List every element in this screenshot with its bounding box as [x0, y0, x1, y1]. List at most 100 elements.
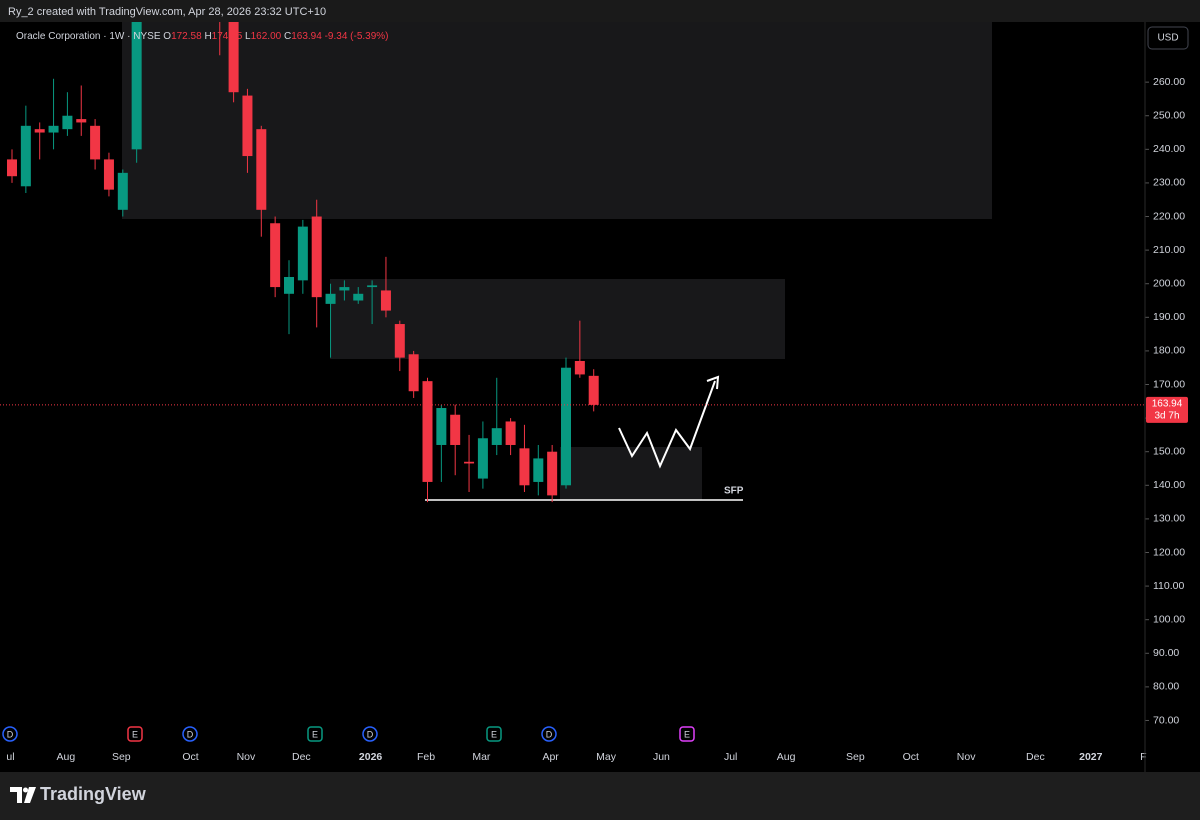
y-tick-label: 110.00 [1153, 580, 1184, 592]
drawings: SFP [122, 22, 992, 501]
x-tick-label: 2027 [1079, 751, 1103, 763]
logo-mark [24, 787, 36, 803]
candle-body [436, 408, 447, 445]
legend: Oracle Corporation · 1W · NYSE O172.58 H… [16, 31, 389, 42]
candle-body [561, 367, 571, 486]
y-tick-label: 80.00 [1153, 681, 1179, 693]
legend-value: 174.55 [212, 31, 243, 42]
y-tick-label: 130.00 [1153, 513, 1185, 525]
y-tick-label: 260.00 [1153, 76, 1185, 88]
legend-key: L [245, 31, 251, 42]
candle-body [325, 293, 336, 304]
price-tag [1146, 396, 1188, 423]
x-tick-label: Mar [472, 751, 491, 763]
x-tick-label: Nov [237, 751, 256, 763]
candle-body [90, 125, 101, 160]
currency-label[interactable]: USD [1157, 33, 1178, 44]
candle-body [491, 428, 502, 445]
candle-body [76, 119, 87, 123]
candle-body [48, 125, 59, 133]
legend-value: 162.00 [251, 31, 282, 42]
candles [7, 22, 599, 503]
candle-body [533, 458, 544, 482]
y-tick-label: 70.00 [1153, 714, 1179, 726]
y-tick-label: 120.00 [1153, 546, 1185, 558]
header-text: Ry_2 created with TradingView.com, Apr 2… [8, 6, 326, 18]
x-tick-label: Feb [417, 751, 435, 763]
candle-body [588, 375, 599, 405]
footer-brand: TradingView [40, 784, 147, 804]
candle-body [62, 115, 73, 130]
event-label: D [367, 729, 374, 739]
zone [122, 22, 992, 219]
candle-body [284, 276, 294, 294]
event-label: E [312, 729, 318, 739]
arrow-head [706, 375, 720, 390]
x-tick-label: Sep [112, 751, 131, 763]
logo-mark [23, 787, 28, 793]
x-tick-label: Jun [653, 751, 670, 763]
y-tick-label: 150.00 [1153, 445, 1185, 457]
x-tick-label: ul [6, 751, 14, 763]
candle-body [131, 22, 142, 150]
event-marker[interactable] [362, 726, 378, 742]
candle-body [477, 438, 488, 479]
x-tick-label: Oct [903, 751, 919, 763]
candle-body [228, 22, 239, 93]
candle-body [367, 285, 378, 288]
y-tick-label: 170.00 [1153, 378, 1185, 390]
event-label: E [491, 729, 497, 739]
x-tick-label: Apr [542, 751, 559, 763]
candle-body [380, 290, 391, 311]
top-bar [0, 0, 1200, 22]
candle-body [297, 226, 308, 281]
candle-body [422, 381, 433, 482]
event-marker[interactable] [182, 726, 198, 742]
logo [10, 787, 36, 803]
candle-body [464, 461, 475, 464]
projection-arrow [618, 380, 716, 469]
y-tick-label: 100.00 [1153, 613, 1185, 625]
event-marker[interactable] [2, 726, 18, 742]
y-tick-label: 90.00 [1153, 647, 1179, 659]
currency-button[interactable] [1147, 26, 1189, 50]
y-tick-label: 240.00 [1153, 143, 1185, 155]
event-marker[interactable] [486, 726, 502, 742]
event-marker[interactable] [127, 726, 143, 742]
x-axis: ul Aug Sep Oct Nov Dec 2026 Feb Mar Apr May Jun Jul A… [6, 751, 1152, 763]
event-marker[interactable] [679, 726, 695, 742]
candle-body [505, 421, 516, 445]
events: D E D E D E D E [2, 726, 695, 742]
price-tag-value: 163.94 [1152, 399, 1183, 410]
x-tick-label: May [596, 751, 617, 763]
event-label: D [546, 729, 553, 739]
y-tick-label: 140.00 [1153, 479, 1185, 491]
candle-body [353, 293, 364, 301]
candle-body [408, 354, 419, 392]
y-tick-label: 230.00 [1153, 177, 1185, 189]
x-tick-label: Aug [777, 751, 796, 763]
x-tick-label: Jul [724, 751, 737, 763]
candle-body [547, 451, 558, 496]
candle-body [450, 414, 461, 445]
legend-value: 163.94 [291, 31, 322, 42]
x-tick-label: Aug [57, 751, 76, 763]
y-tick-label: 190.00 [1153, 311, 1185, 323]
event-label: D [7, 729, 14, 739]
x-tick-label: Oct [182, 751, 198, 763]
footer-bar [0, 772, 1200, 820]
event-marker[interactable] [307, 726, 323, 742]
candle-body [242, 95, 253, 157]
zone [330, 279, 785, 359]
legend-key: H [204, 31, 211, 42]
x-tick-label: Fe [1140, 751, 1152, 763]
sfp-label: SFP [724, 486, 744, 497]
candle-body [394, 324, 405, 358]
event-label: E [684, 729, 690, 739]
candle-body [270, 223, 281, 288]
event-marker[interactable] [541, 726, 557, 742]
x-tick-label: 2026 [359, 751, 383, 763]
candle-body [117, 172, 128, 210]
candle-body [7, 159, 17, 177]
